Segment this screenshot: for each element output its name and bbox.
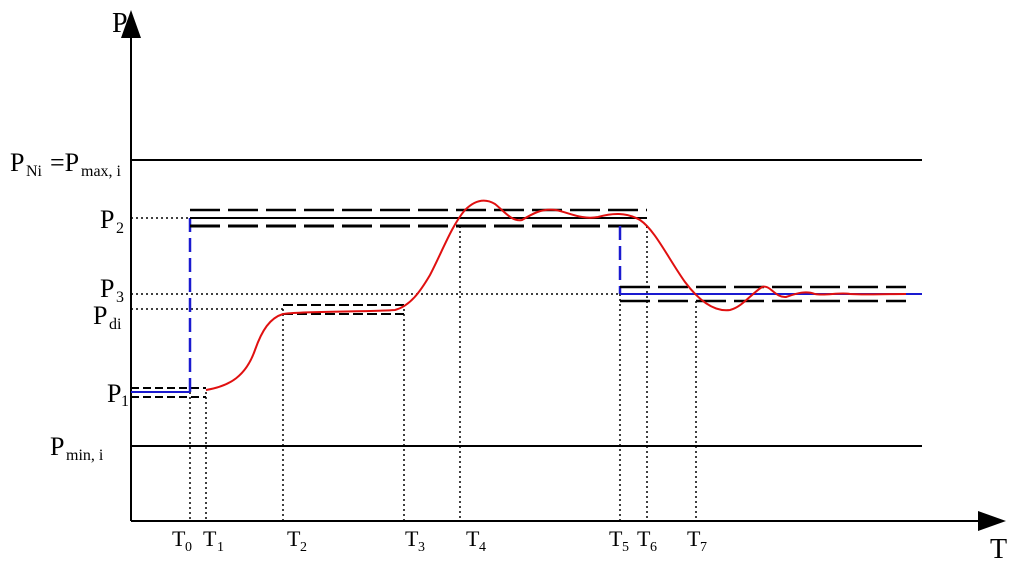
label-t5: T 5 (609, 526, 629, 555)
label-pdi: P di (93, 301, 122, 333)
response-curve (205, 199, 907, 391)
label-t3: T 3 (405, 526, 425, 555)
label-t4: T 4 (466, 526, 486, 555)
svg-text:T: T (405, 526, 419, 551)
svg-text:P: P (10, 148, 24, 177)
svg-text:4: 4 (479, 540, 486, 555)
x-axis-label: T (990, 534, 1007, 562)
svg-text:T: T (287, 526, 301, 551)
svg-text:5: 5 (622, 540, 629, 555)
svg-text:Ni: Ni (26, 163, 43, 180)
svg-text:3: 3 (418, 540, 425, 555)
label-p2: P 2 (100, 205, 124, 237)
label-t0: T 0 (172, 526, 192, 555)
svg-text:1: 1 (121, 393, 129, 410)
svg-text:0: 0 (185, 540, 192, 555)
svg-text:di: di (109, 316, 122, 333)
svg-text:7: 7 (700, 540, 707, 555)
svg-text:T: T (609, 526, 623, 551)
svg-text:max, i: max, i (81, 163, 122, 180)
svg-text:T: T (172, 526, 186, 551)
svg-text:T: T (466, 526, 480, 551)
svg-text:2: 2 (300, 540, 307, 555)
svg-text:1: 1 (217, 540, 224, 555)
svg-text:P: P (100, 274, 114, 303)
svg-text:2: 2 (116, 220, 124, 237)
label-t1: T 1 (203, 526, 224, 555)
label-pni: P Ni =P max, i (10, 148, 122, 180)
svg-text:T: T (203, 526, 217, 551)
svg-text:P: P (107, 379, 121, 408)
label-t7: T 7 (687, 526, 707, 555)
svg-text:P: P (100, 205, 114, 234)
y-axis-label: P (112, 8, 128, 39)
label-p3: P 3 (100, 274, 124, 306)
label-pmin: P min, i (50, 432, 104, 464)
label-t6: T 6 (637, 526, 657, 555)
svg-text:3: 3 (116, 289, 124, 306)
svg-text:P: P (93, 301, 107, 330)
svg-text:=P: =P (50, 148, 79, 177)
svg-text:T: T (687, 526, 701, 551)
svg-text:P: P (50, 432, 64, 461)
svg-text:min, i: min, i (66, 447, 104, 464)
label-p1: P 1 (107, 379, 129, 410)
svg-text:T: T (637, 526, 651, 551)
svg-text:6: 6 (650, 540, 657, 555)
label-t2: T 2 (287, 526, 307, 555)
